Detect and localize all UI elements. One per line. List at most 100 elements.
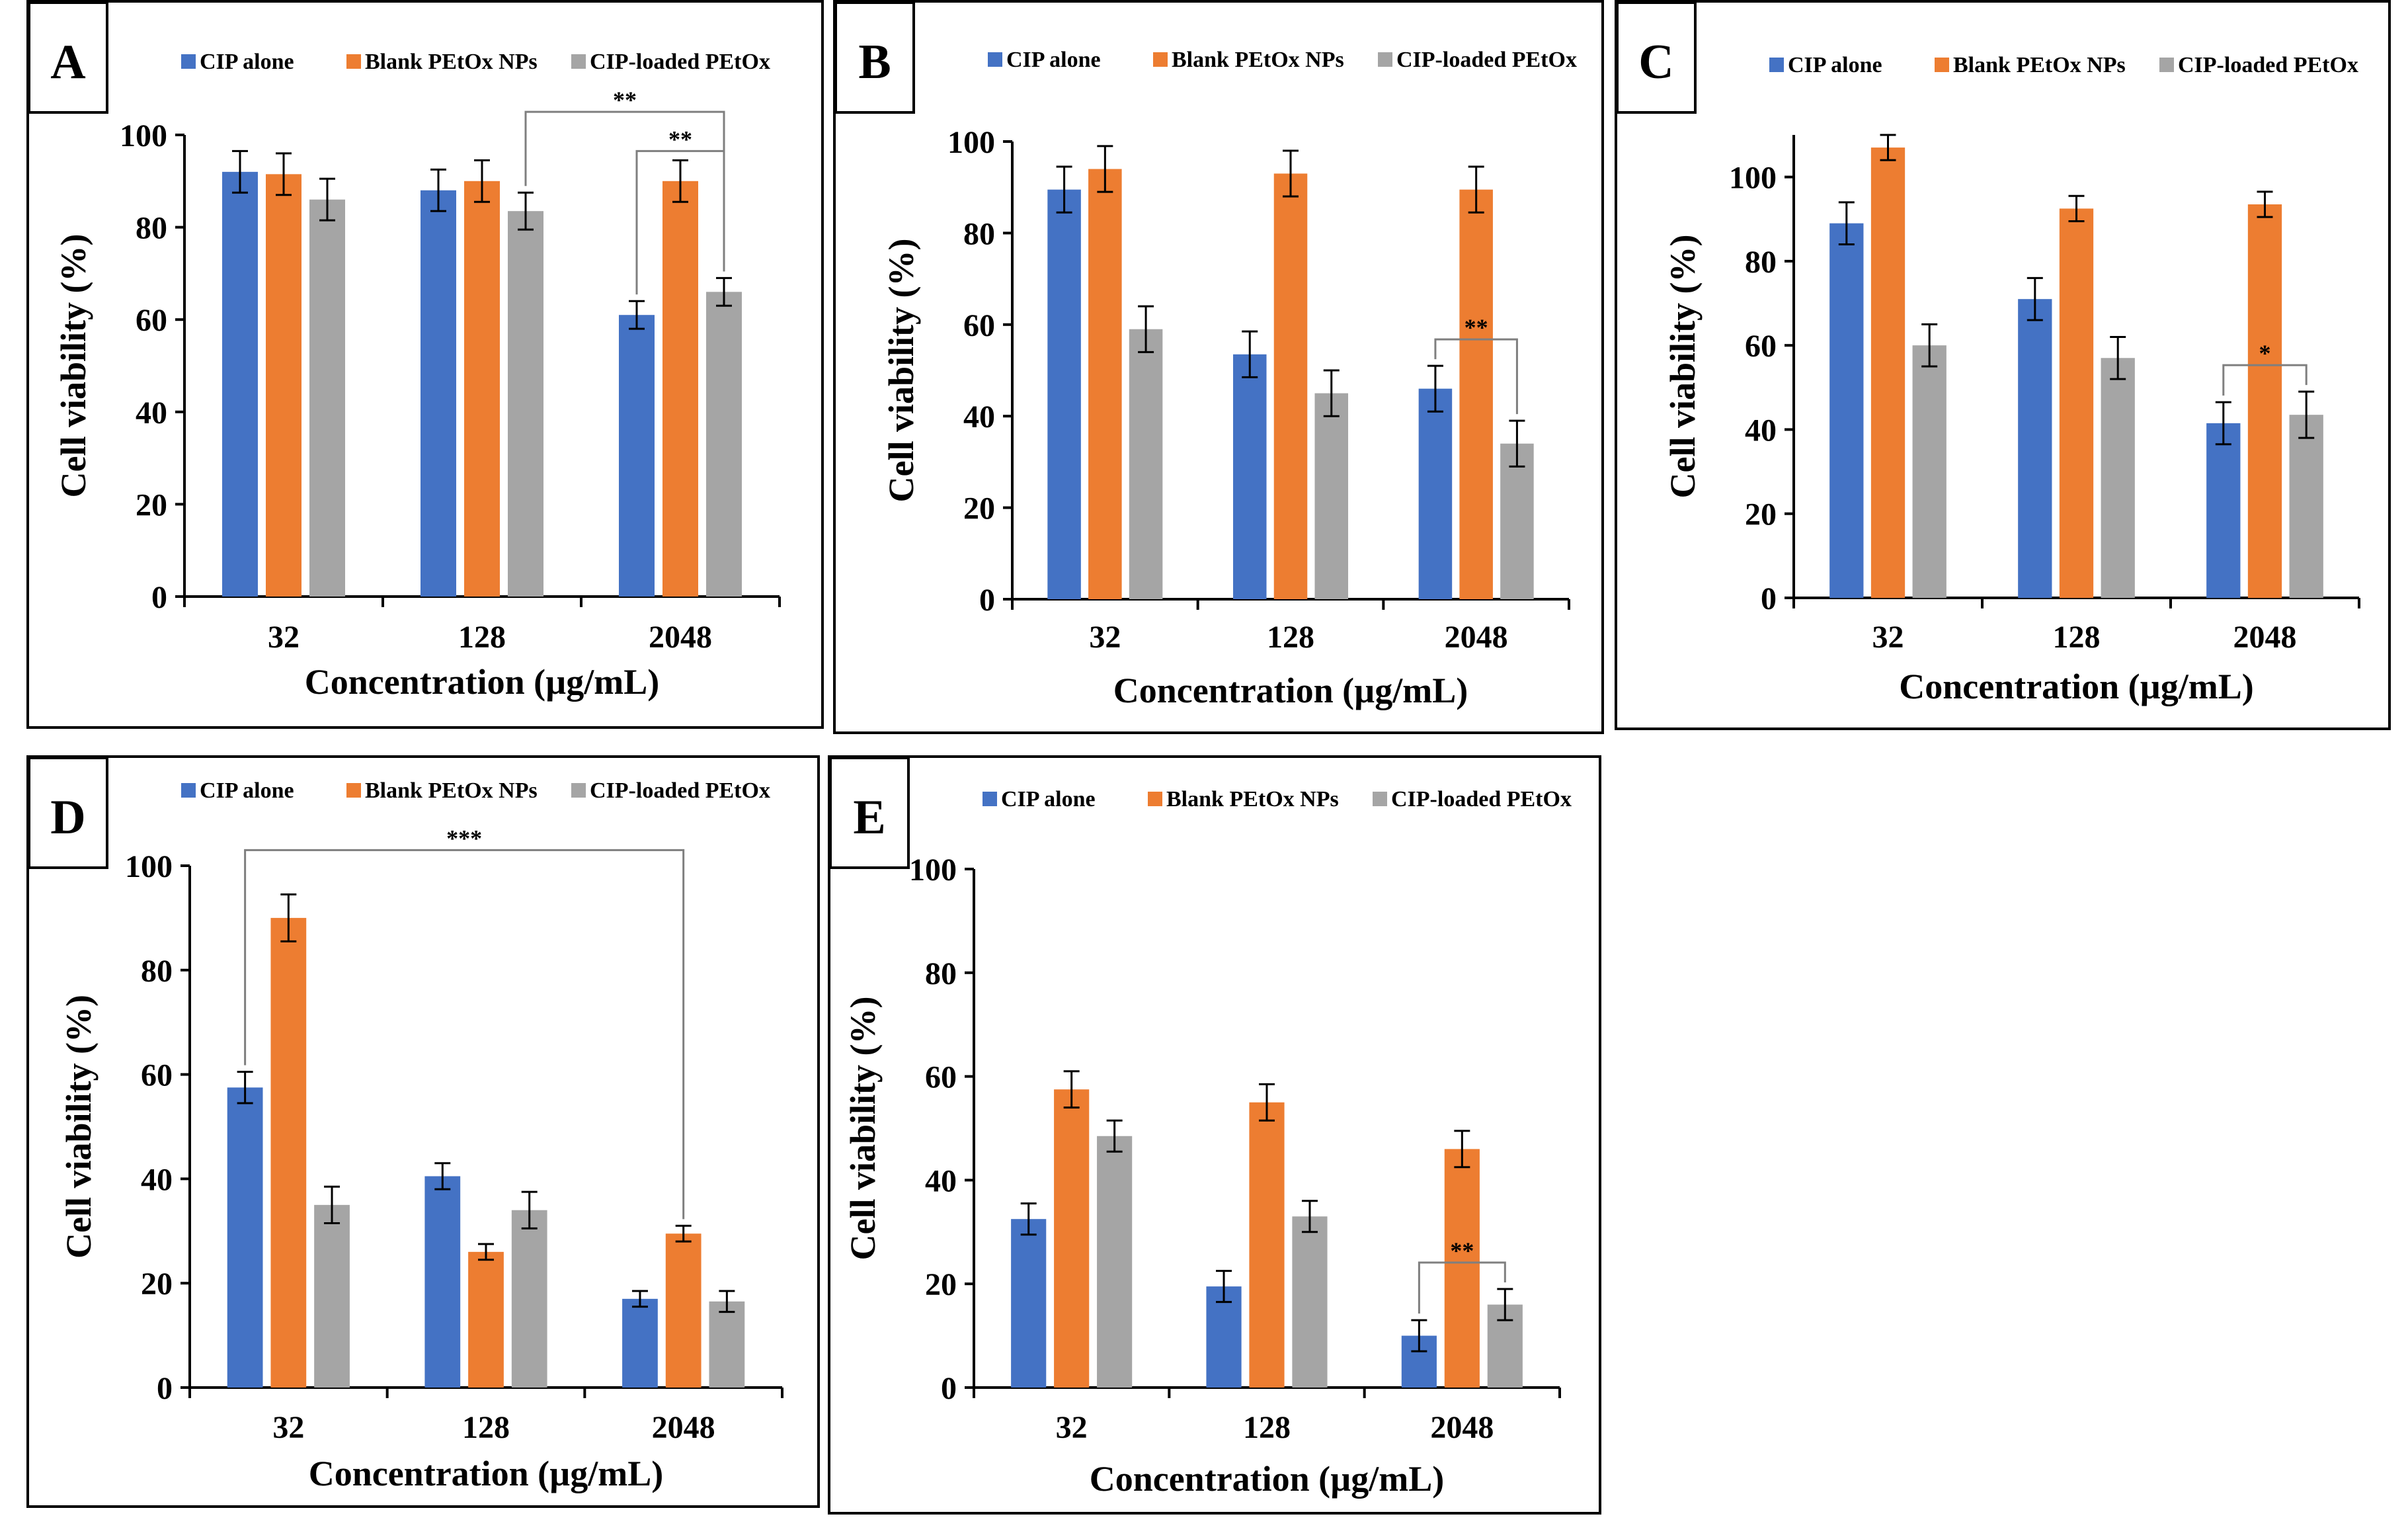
y-tick-label: 40	[963, 399, 995, 435]
significance-label: **	[1465, 314, 1488, 341]
legend-swatch	[1935, 58, 1949, 72]
significance-bracket	[1418, 1261, 1506, 1314]
bar-cip-loaded-petox-32	[1097, 1136, 1133, 1388]
legend-swatch	[1153, 52, 1168, 67]
y-axis-title: Cell viability (%)	[881, 239, 921, 503]
bar-cip-loaded-petox-2048	[1500, 443, 1534, 599]
x-tick-label: 32	[1056, 1410, 1088, 1445]
legend-swatch	[181, 783, 196, 798]
panel-label-box	[29, 758, 108, 869]
legend-swatch	[1378, 52, 1392, 67]
bar-blank-petox-nps-128	[468, 1251, 504, 1388]
x-axis-title: Concentration (µg/mL)	[1899, 667, 2254, 706]
legend-entry: Blank PEtOx NPs	[365, 50, 538, 74]
legend-swatch	[988, 52, 1002, 67]
x-axis-title: Concentration (µg/mL)	[309, 1454, 664, 1493]
bar-blank-petox-nps-128	[464, 181, 500, 597]
x-tick-label: 2048	[1430, 1410, 1494, 1445]
y-tick-label: 0	[1761, 581, 1777, 616]
y-axis-title: Cell viability (%)	[54, 234, 93, 498]
x-tick-label: 128	[2053, 620, 2101, 655]
legend-entry: CIP-loaded PEtOx	[1391, 787, 1572, 811]
chart-svg-A: A CIP alone Blank PEtOx NPs CIP-loaded PEtO…	[29, 3, 781, 702]
panel-label: B	[858, 35, 891, 89]
y-tick-label: 20	[1745, 497, 1777, 532]
y-tick-label: 20	[963, 491, 995, 526]
bar-cip-alone-128	[2018, 299, 2052, 598]
bar-cip-loaded-petox-32	[314, 1204, 350, 1388]
bar-blank-petox-nps-128	[2059, 208, 2094, 598]
bar-cip-loaded-petox-2048	[706, 292, 742, 597]
y-axis-title: Cell viability (%)	[59, 995, 99, 1259]
panel-A: A CIP alone Blank PEtOx NPs CIP-loaded PEtO…	[26, 0, 824, 729]
bar-cip-alone-128	[424, 1176, 461, 1388]
bar-blank-petox-nps-32	[266, 174, 301, 597]
legend-entry: Blank PEtOx NPs	[1166, 787, 1339, 811]
y-tick-label: 80	[963, 216, 995, 251]
x-tick-label: 2048	[1445, 620, 1508, 655]
x-tick-label: 32	[1872, 620, 1904, 655]
y-tick-label: 100	[120, 118, 167, 153]
legend-swatch	[983, 792, 997, 806]
bar-blank-petox-nps-128	[1273, 173, 1308, 599]
legend-entry: CIP alone	[200, 778, 294, 803]
legend-swatch	[346, 54, 361, 69]
significance-bracket	[1434, 338, 1518, 415]
legend-entry: CIP alone	[1001, 787, 1096, 811]
x-tick-label: 128	[1243, 1410, 1291, 1445]
legend-entry: Blank PEtOx NPs	[1953, 53, 2126, 77]
bar-cip-alone-32	[227, 1087, 263, 1388]
y-axis-title: Cell viability (%)	[1663, 235, 1703, 499]
bar-cip-alone-2048	[622, 1298, 658, 1388]
significance-label: ***	[446, 825, 482, 851]
y-tick-label: 60	[925, 1060, 957, 1095]
legend-entry: CIP-loaded PEtOx	[1396, 48, 1577, 72]
legend-swatch	[2159, 58, 2174, 72]
y-tick-label: 100	[947, 125, 995, 160]
bar-blank-petox-nps-2048	[665, 1233, 702, 1388]
panel-label-box	[1617, 3, 1697, 114]
bar-cip-alone-128	[421, 190, 456, 597]
x-tick-label: 32	[268, 620, 300, 655]
panel-label-box	[830, 758, 910, 869]
legend-entry: CIP-loaded PEtOx	[590, 50, 770, 74]
bar-cip-loaded-petox-32	[1912, 345, 1946, 598]
bar-cip-loaded-petox-32	[309, 199, 345, 597]
y-tick-label: 0	[157, 1371, 173, 1406]
significance-bracket	[244, 849, 685, 1220]
legend-swatch	[1373, 792, 1387, 806]
significance-label: **	[668, 126, 692, 152]
x-tick-label: 128	[458, 620, 506, 655]
bar-blank-petox-nps-32	[1088, 169, 1122, 599]
y-tick-label: 40	[925, 1163, 957, 1198]
bar-cip-alone-128	[1206, 1286, 1242, 1388]
y-tick-label: 40	[1745, 413, 1777, 448]
legend-swatch	[346, 783, 361, 798]
legend-swatch	[571, 783, 586, 798]
y-tick-label: 60	[141, 1058, 173, 1093]
bar-blank-petox-nps-2048	[1444, 1149, 1480, 1388]
legend-entry: CIP alone	[1788, 53, 1882, 77]
legend-swatch	[1769, 58, 1784, 72]
bar-blank-petox-nps-32	[1870, 147, 1906, 598]
y-tick-label: 80	[141, 954, 173, 989]
y-tick-label: 40	[141, 1162, 173, 1197]
y-tick-label: 0	[979, 583, 995, 618]
legend-swatch	[1148, 792, 1162, 806]
significance-bracket	[2222, 364, 2308, 396]
panel-E: E CIP alone Blank PEtOx NPs CIP-loaded PEtO…	[828, 755, 1601, 1515]
legend-entry: CIP alone	[1006, 48, 1101, 72]
x-tick-label: 2048	[2233, 620, 2297, 655]
x-tick-label: 32	[1089, 620, 1121, 655]
bar-cip-loaded-petox-128	[1292, 1216, 1328, 1388]
chart-svg-B: B CIP alone Blank PEtOx NPs CIP-loaded PEtO…	[836, 3, 1577, 710]
y-axis-title: Cell viability (%)	[843, 997, 883, 1261]
chart-svg-D: D CIP alone Blank PEtOx NPs CIP-loaded PEtO…	[29, 758, 783, 1493]
bar-cip-alone-2048	[1418, 388, 1453, 599]
y-tick-label: 60	[136, 303, 167, 338]
significance-label: **	[613, 87, 637, 113]
y-tick-label: 80	[136, 211, 167, 246]
legend-swatch	[181, 54, 196, 69]
panel-label: A	[50, 35, 85, 89]
significance-label: **	[1450, 1237, 1474, 1264]
